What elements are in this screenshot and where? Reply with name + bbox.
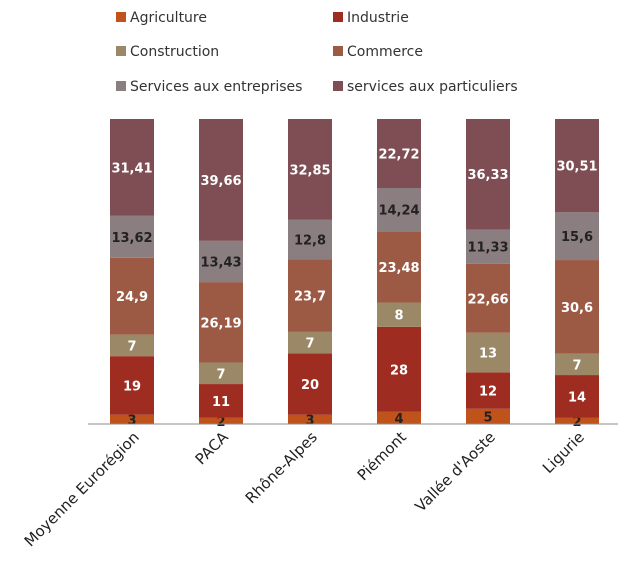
legend-swatch-industrie: [333, 12, 343, 22]
bar-segment-industrie-moyenne-euroregion: [110, 356, 154, 415]
data-label-services-aux-particuliers-paca: 39,66: [200, 174, 241, 189]
bar-segment-commerce-ligurie: [555, 260, 599, 354]
data-label-agriculture-moyenne-euroregion: 3: [127, 413, 136, 428]
data-label-services-aux-particuliers-rhone-alpes: 32,85: [289, 163, 330, 178]
data-label-industrie-rhone-alpes: 20: [301, 378, 319, 393]
data-label-construction-ligurie: 7: [572, 358, 581, 373]
data-label-services-aux-particuliers-piemont: 22,72: [378, 147, 419, 162]
bar-segment-agriculture-paca: [199, 417, 243, 424]
bar-segment-commerce-moyenne-euroregion: [110, 257, 154, 335]
category-label-moyenne-euroregion: Moyenne Eurorégion: [21, 428, 143, 550]
data-label-agriculture-ligurie: 2: [572, 415, 581, 430]
bar-segment-commerce-rhone-alpes: [288, 259, 332, 332]
data-label-construction-moyenne-euroregion: 7: [127, 339, 136, 354]
category-label-rhone-alpes: Rhône-Alpes: [242, 428, 321, 507]
data-label-construction-piemont: 8: [394, 309, 403, 324]
data-label-industrie-vallee-d-aoste: 12: [479, 385, 497, 400]
bar-segment-construction-vallee-d-aoste: [466, 332, 510, 373]
bar-segment-construction-ligurie: [555, 353, 599, 376]
data-label-construction-rhone-alpes: 7: [305, 337, 314, 352]
data-label-services-aux-particuliers-ligurie: 30,51: [556, 160, 597, 175]
legend-label-services-aux-entreprises: Services aux entreprises: [130, 79, 302, 95]
data-label-agriculture-rhone-alpes: 3: [305, 413, 314, 428]
data-label-agriculture-vallee-d-aoste: 5: [483, 410, 492, 425]
category-label-vallee-d-aoste: Vallée d'Aoste: [411, 428, 498, 515]
bar-segment-services-aux-particuliers-ligurie: [555, 119, 599, 213]
chart-legend: Agriculture Industrie Construction Commerce…: [116, 10, 518, 95]
legend-label-construction: Construction: [130, 44, 219, 60]
bar-segment-services-aux-entreprises-vallee-d-aoste: [466, 229, 510, 264]
bar-segment-agriculture-rhone-alpes: [288, 414, 332, 424]
data-label-industrie-moyenne-euroregion: 19: [123, 379, 141, 394]
legend-swatch-construction: [116, 46, 126, 56]
data-label-commerce-piemont: 23,48: [378, 261, 419, 276]
data-label-services-aux-entreprises-paca: 13,43: [200, 255, 241, 270]
bar-segment-agriculture-ligurie: [555, 417, 599, 424]
bar-segment-services-aux-entreprises-ligurie: [555, 212, 599, 261]
legend-label-services-aux-particuliers: services aux particuliers: [347, 79, 518, 95]
bar-segment-services-aux-particuliers-rhone-alpes: [288, 119, 332, 220]
data-label-services-aux-entreprises-ligurie: 15,6: [561, 230, 593, 245]
data-label-services-aux-entreprises-piemont: 14,24: [378, 204, 419, 219]
bar-segment-commerce-paca: [199, 282, 243, 363]
legend-swatch-agriculture: [116, 12, 126, 22]
data-label-services-aux-entreprises-vallee-d-aoste: 11,33: [467, 241, 508, 256]
bar-segment-commerce-piemont: [377, 231, 421, 303]
bar-segment-services-aux-entreprises-piemont: [377, 187, 421, 232]
category-label-paca: PACA: [192, 428, 233, 469]
bar-segment-industrie-piemont: [377, 326, 421, 412]
data-label-services-aux-entreprises-rhone-alpes: 12,8: [294, 233, 326, 248]
bar-segment-construction-paca: [199, 362, 243, 385]
legend-label-industrie: Industrie: [347, 10, 409, 26]
category-label-ligurie: Ligurie: [539, 428, 588, 477]
bar-segment-construction-rhone-alpes: [288, 331, 332, 354]
bar-segment-agriculture-vallee-d-aoste: [466, 408, 510, 424]
data-label-agriculture-piemont: 4: [394, 412, 403, 427]
data-label-commerce-ligurie: 30,6: [561, 301, 593, 316]
bar-segment-services-aux-entreprises-moyenne-euroregion: [110, 215, 154, 258]
bar-segment-services-aux-particuliers-vallee-d-aoste: [466, 119, 510, 230]
bar-segment-services-aux-entreprises-rhone-alpes: [288, 219, 332, 260]
data-label-construction-paca: 7: [216, 367, 225, 382]
data-label-construction-vallee-d-aoste: 13: [479, 347, 497, 362]
bar-segment-industrie-rhone-alpes: [288, 353, 332, 415]
data-label-services-aux-entreprises-moyenne-euroregion: 13,62: [111, 231, 152, 246]
legend-label-commerce: Commerce: [347, 44, 423, 60]
data-label-commerce-vallee-d-aoste: 22,66: [467, 292, 508, 307]
data-label-services-aux-particuliers-moyenne-euroregion: 31,41: [111, 161, 152, 176]
legend-swatch-services-aux-particuliers: [333, 81, 343, 91]
bar-segment-commerce-vallee-d-aoste: [466, 263, 510, 333]
bar-segment-agriculture-piemont: [377, 411, 421, 424]
data-label-commerce-moyenne-euroregion: 24,9: [116, 290, 148, 305]
legend-label-agriculture: Agriculture: [130, 10, 207, 26]
bar-segment-services-aux-particuliers-piemont: [377, 119, 421, 188]
legend-swatch-services-aux-entreprises: [116, 81, 126, 91]
bar-segment-construction-moyenne-euroregion: [110, 334, 154, 357]
data-label-industrie-ligurie: 14: [568, 390, 586, 405]
data-label-commerce-rhone-alpes: 23,7: [294, 290, 326, 305]
plot-area: 3 19 7 24,9 13,62 31,41 2 11 7 26,19 13,43 39,66 3 20…: [110, 119, 599, 430]
bar-segment-construction-piemont: [377, 302, 421, 327]
data-label-commerce-paca: 26,19: [200, 316, 241, 331]
bar-segment-services-aux-particuliers-moyenne-euroregion: [110, 119, 154, 216]
category-label-piemont: Piémont: [354, 428, 410, 484]
data-label-industrie-paca: 11: [212, 395, 230, 410]
legend-swatch-commerce: [333, 46, 343, 56]
bar-segment-services-aux-particuliers-paca: [199, 119, 243, 241]
bar-segment-industrie-paca: [199, 384, 243, 418]
bar-segment-agriculture-moyenne-euroregion: [110, 414, 154, 424]
bar-segment-services-aux-entreprises-paca: [199, 240, 243, 283]
data-label-industrie-piemont: 28: [390, 363, 408, 378]
x-axis-labels: Moyenne Eurorégion PACA Rhône-Alpes Piémont…: [21, 428, 588, 551]
data-label-services-aux-particuliers-vallee-d-aoste: 36,33: [467, 168, 508, 183]
bar-segment-industrie-ligurie: [555, 375, 599, 418]
data-label-agriculture-paca: 2: [216, 415, 225, 430]
bar-segment-industrie-vallee-d-aoste: [466, 372, 510, 409]
